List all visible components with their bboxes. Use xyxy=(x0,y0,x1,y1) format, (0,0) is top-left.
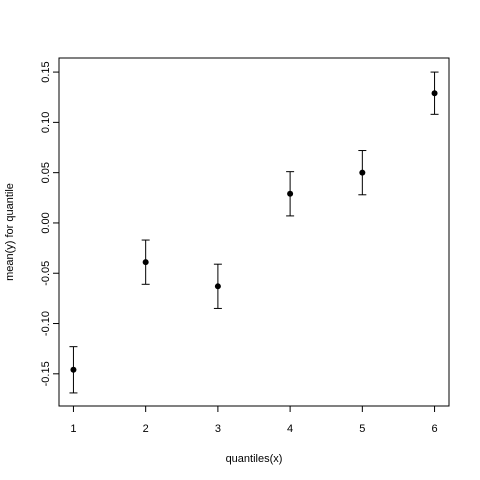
x-tick-label: 1 xyxy=(70,423,76,435)
y-tick-label: 0.15 xyxy=(40,61,52,82)
x-tick-label: 3 xyxy=(215,423,221,435)
point xyxy=(142,259,149,266)
point xyxy=(359,169,366,176)
x-tick-label: 6 xyxy=(431,423,437,435)
plot-box xyxy=(58,57,450,407)
x-tick-label: 2 xyxy=(143,423,149,435)
y-tick-label: 0.10 xyxy=(40,112,52,133)
point xyxy=(431,90,438,97)
y-tick-label: -0.05 xyxy=(40,261,52,286)
x-axis-label: quantiles(x) xyxy=(226,453,283,465)
y-tick-label: 0.05 xyxy=(40,162,52,183)
y-axis-label: mean(y) for quantile xyxy=(4,183,16,281)
x-tick-label: 4 xyxy=(287,423,293,435)
x-tick-label: 5 xyxy=(359,423,365,435)
point xyxy=(214,283,221,290)
point xyxy=(287,190,294,197)
y-tick-label: -0.15 xyxy=(40,361,52,386)
y-tick-label: -0.10 xyxy=(40,311,52,336)
point xyxy=(70,366,77,373)
y-tick-label: 0.00 xyxy=(40,212,52,233)
